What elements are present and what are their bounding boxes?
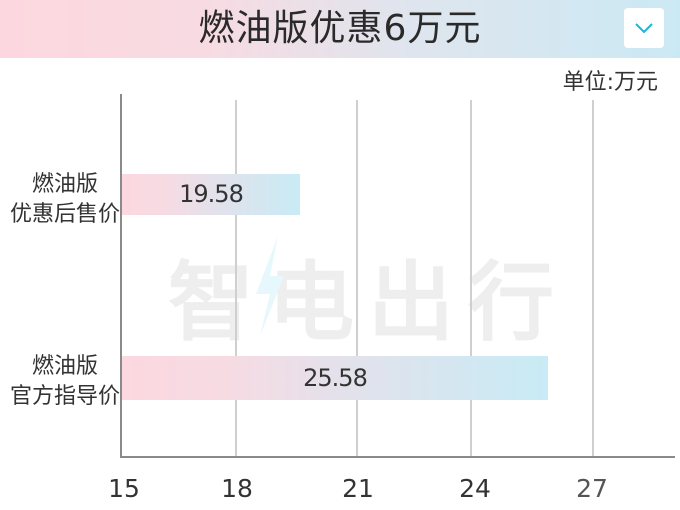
bar-discounted-price: 19.58	[122, 174, 300, 215]
x-tick-15: 15	[108, 474, 140, 503]
chevron-down-icon	[635, 23, 653, 34]
chart-header: 燃油版优惠6万元	[0, 0, 680, 58]
category-line2: 优惠后售价	[9, 202, 120, 227]
dropdown-button[interactable]	[624, 8, 664, 48]
bar-value-label: 25.58	[303, 364, 368, 392]
chart-title: 燃油版优惠6万元	[198, 8, 482, 49]
category-label-discounted: 燃油版 优惠后售价	[10, 170, 120, 230]
bar-official-price: 25.58	[122, 356, 548, 400]
x-tick-24: 24	[459, 474, 491, 503]
gridline-27	[592, 100, 594, 457]
gridline-21	[356, 100, 358, 457]
category-label-official: 燃油版 官方指导价	[10, 352, 120, 412]
x-axis	[120, 456, 675, 458]
y-axis	[120, 94, 122, 458]
gridline-24	[470, 100, 472, 457]
category-line1: 燃油版	[31, 354, 98, 379]
category-line1: 燃油版	[31, 172, 98, 197]
category-line2: 官方指导价	[9, 384, 120, 409]
x-tick-27: 27	[576, 474, 608, 503]
x-tick-21: 21	[342, 474, 374, 503]
x-tick-18: 18	[221, 474, 253, 503]
unit-label: 单位:万元	[562, 70, 658, 95]
lightning-bolt-icon	[256, 236, 284, 336]
watermark: 智电出行	[168, 253, 568, 353]
gridline-18	[235, 100, 237, 457]
bar-value-label: 19.58	[179, 180, 244, 208]
